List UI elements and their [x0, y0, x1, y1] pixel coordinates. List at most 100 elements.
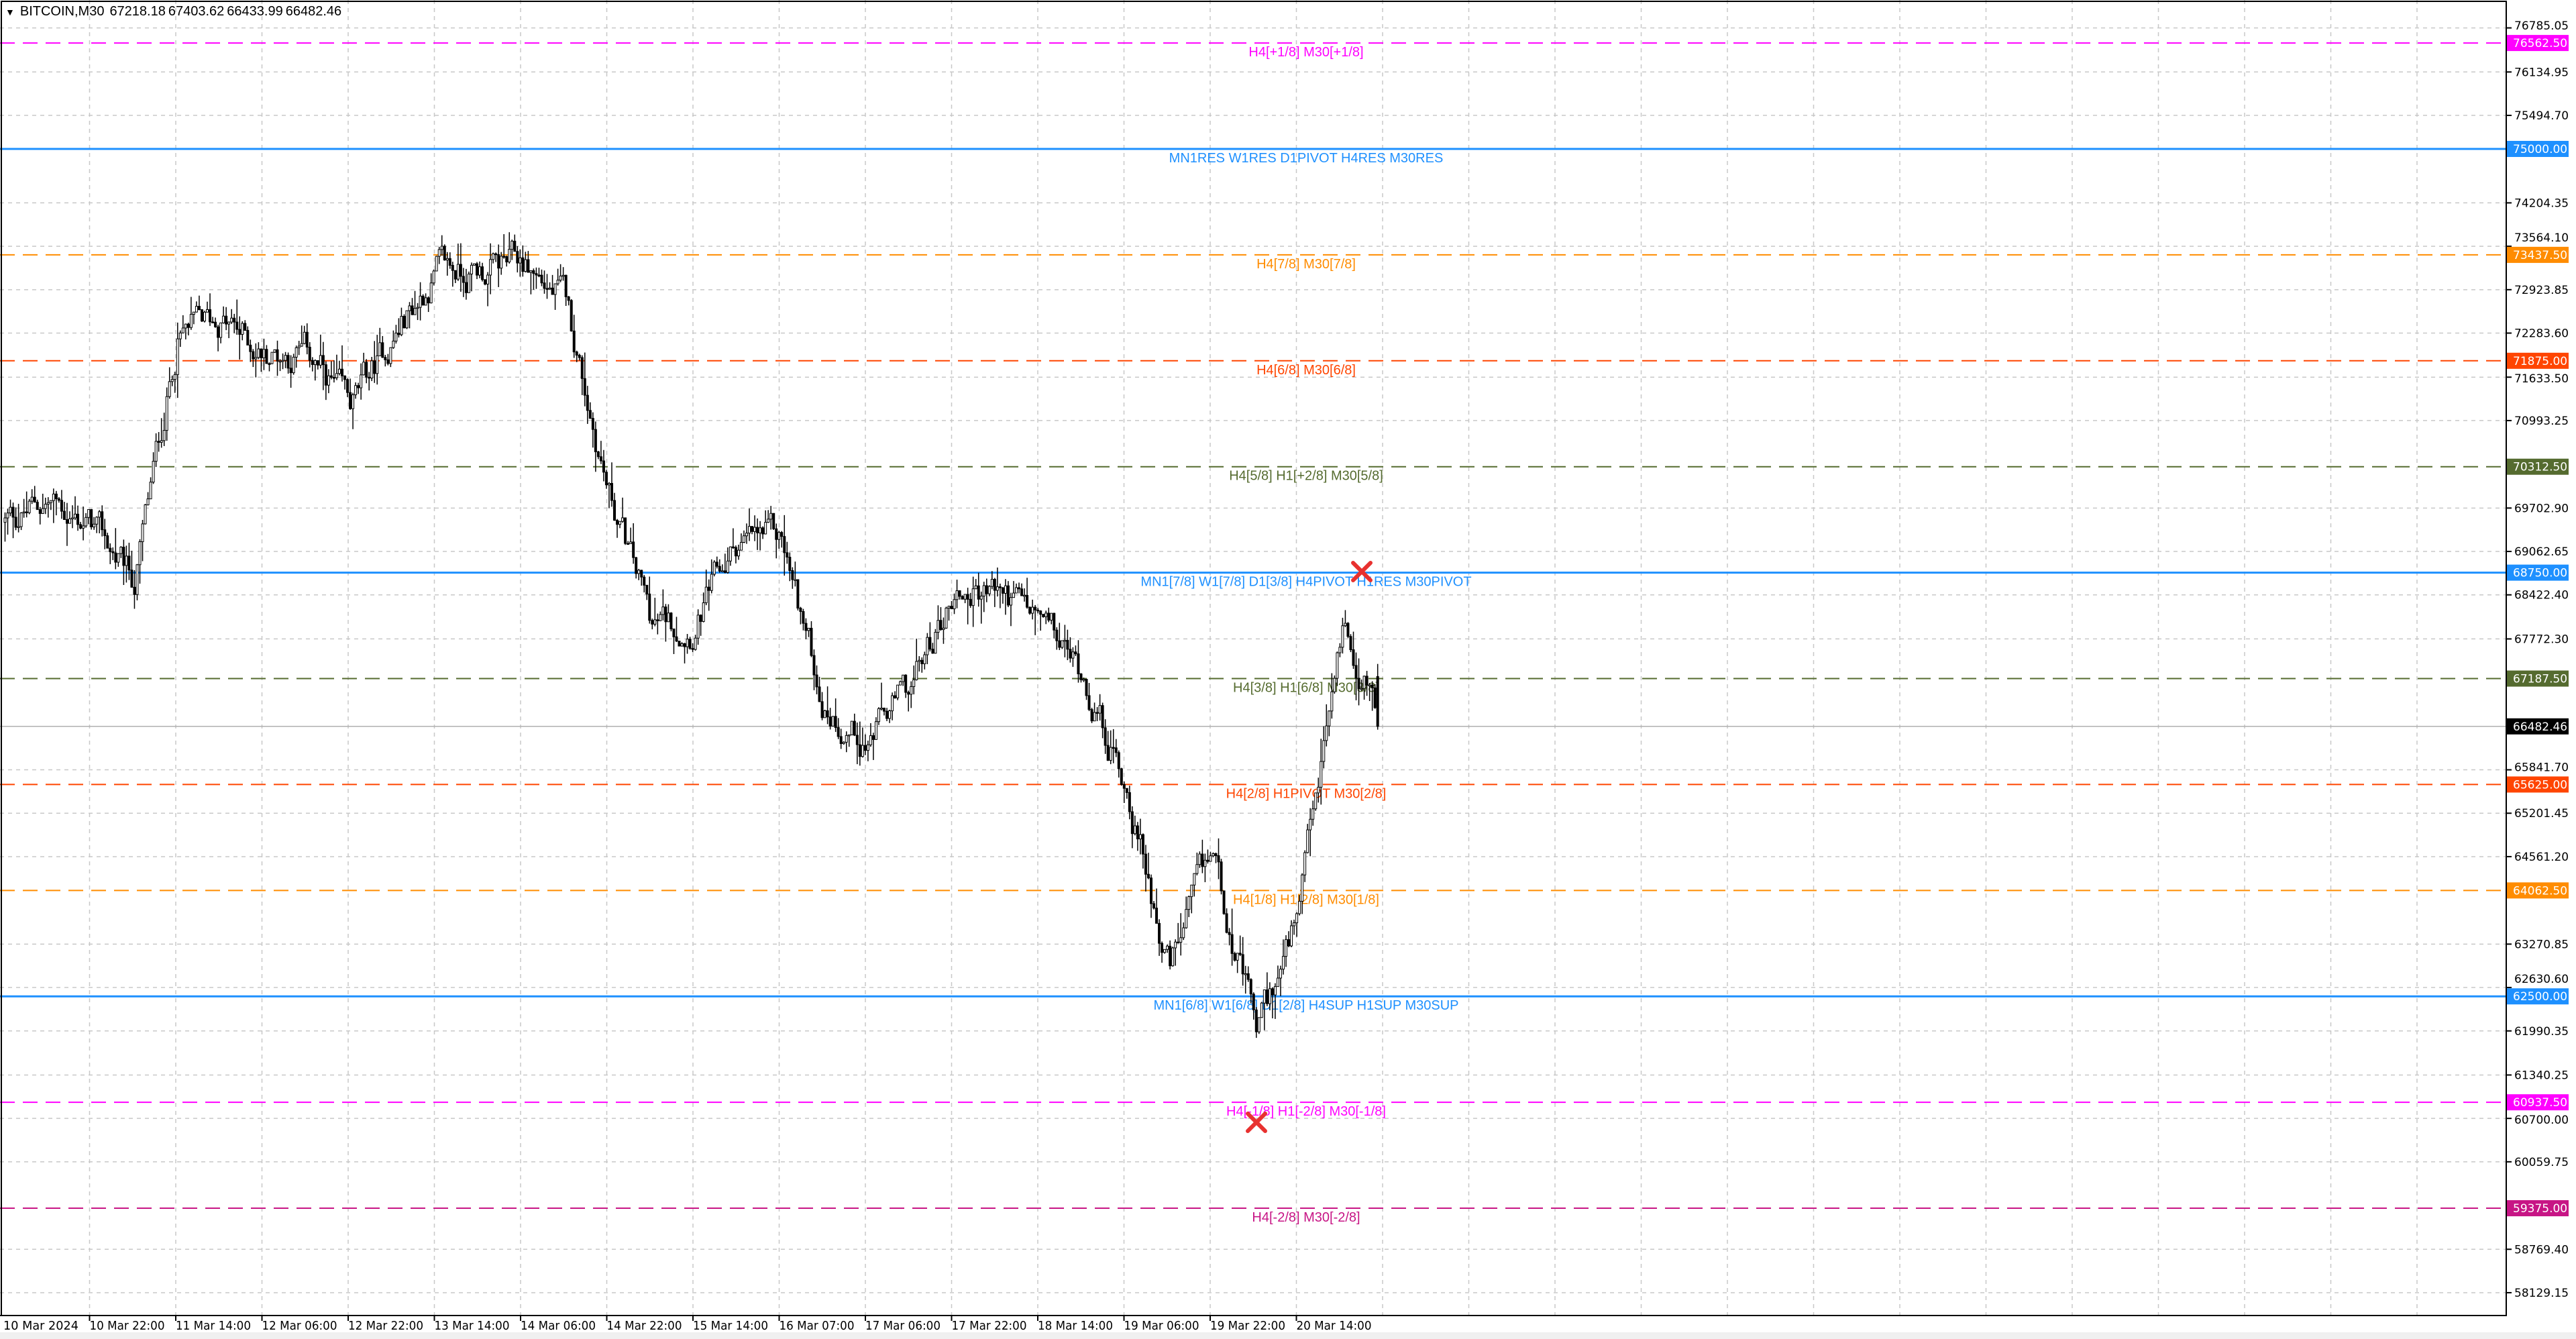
- candle-bearish: [1346, 623, 1350, 637]
- candle-bearish: [931, 649, 934, 654]
- candle-bearish: [928, 637, 932, 650]
- candle-bearish: [1125, 788, 1128, 793]
- candle-bearish: [834, 716, 837, 729]
- candle-bearish: [289, 368, 292, 374]
- price-level-badge-label: 60937.50: [2513, 1096, 2567, 1110]
- current-price-badge: [2507, 718, 2569, 735]
- candle-bullish: [1109, 747, 1112, 761]
- price-level-badge: [2507, 1094, 2569, 1111]
- time-tick-label: 10 Mar 22:00: [90, 1319, 165, 1333]
- candle-bullish: [556, 280, 559, 284]
- candle-bearish: [324, 364, 327, 386]
- candle-bearish: [481, 266, 484, 280]
- candle-bearish: [863, 745, 867, 751]
- candle-bearish: [1058, 640, 1061, 648]
- candle-bearish: [675, 636, 678, 642]
- candle-bearish: [812, 655, 816, 676]
- candle-bearish: [545, 288, 549, 290]
- candle-bullish: [1273, 986, 1277, 996]
- candle-bearish: [669, 612, 673, 630]
- candle-bullish: [667, 612, 670, 623]
- candle-bullish: [850, 720, 853, 735]
- candle-bullish: [1023, 594, 1026, 597]
- candle-bearish: [502, 256, 506, 258]
- candle-bearish: [1104, 727, 1107, 746]
- candle-bearish: [828, 716, 832, 727]
- candle-bullish: [165, 396, 168, 431]
- candle-bearish: [65, 519, 68, 524]
- candle-bullish: [44, 504, 47, 509]
- candle-bearish: [186, 323, 190, 328]
- candle-bullish: [98, 511, 101, 518]
- candle-bullish: [292, 356, 295, 374]
- candle-bearish: [640, 570, 643, 578]
- candle-bullish: [46, 502, 50, 505]
- candle-bearish: [427, 297, 430, 304]
- x-mark-icon: [1351, 561, 1373, 582]
- time-tick-label: 14 Mar 06:00: [521, 1319, 596, 1333]
- candle-bearish: [818, 686, 821, 702]
- candle-bearish: [1146, 873, 1150, 879]
- candle-bearish: [1053, 612, 1056, 631]
- time-tick-label: 18 Mar 14:00: [1038, 1319, 1113, 1333]
- time-tick-label: 16 Mar 07:00: [780, 1319, 855, 1333]
- candle-bullish: [511, 240, 514, 250]
- price-tick-label: 58769.40: [2514, 1243, 2569, 1256]
- candle-bearish: [645, 584, 649, 594]
- candle-bearish: [826, 710, 829, 718]
- symbol-label: BITCOIN,M30: [19, 4, 105, 19]
- candle-bullish: [1093, 712, 1096, 722]
- time-tick-label: 14 Mar 22:00: [607, 1319, 682, 1333]
- candle-bearish: [497, 254, 500, 269]
- candle-bullish: [745, 533, 748, 537]
- price-level-badge-label: 65625.00: [2513, 778, 2567, 792]
- price-tick-label: 61340.25: [2514, 1069, 2569, 1082]
- candle-bullish: [963, 594, 967, 600]
- candle-bullish: [1360, 688, 1363, 690]
- price-tick-label: 67772.30: [2514, 633, 2569, 646]
- candle-bearish: [643, 576, 646, 586]
- candle-bullish: [1063, 639, 1067, 642]
- candle-bullish: [352, 394, 355, 409]
- candle-bearish: [349, 392, 352, 409]
- candle-bullish: [162, 430, 166, 441]
- candle-bearish: [1376, 676, 1379, 727]
- candle-bullish: [847, 734, 851, 737]
- candle-bearish: [332, 377, 335, 379]
- candle-bullish: [1004, 585, 1007, 594]
- candle-bearish: [33, 496, 36, 503]
- price-tick-label: 60059.75: [2514, 1156, 2569, 1169]
- candle-bullish: [195, 306, 198, 313]
- candle-bullish: [621, 517, 625, 522]
- candle-bearish: [451, 265, 454, 271]
- candle-bullish: [319, 355, 322, 366]
- candle-bullish: [753, 527, 757, 532]
- candle-bullish: [1244, 973, 1247, 975]
- candle-bearish: [1254, 1009, 1258, 1032]
- candle-bullish: [30, 496, 34, 502]
- candle-bullish: [971, 588, 975, 606]
- candle-bullish: [337, 368, 341, 374]
- time-tick-label: 19 Mar 06:00: [1124, 1319, 1199, 1333]
- candle-bearish: [1106, 745, 1110, 761]
- candle-bullish: [203, 311, 206, 322]
- candle-bullish: [1138, 834, 1142, 840]
- candle-bullish: [378, 342, 382, 356]
- candle-bullish: [1257, 1017, 1260, 1032]
- triangle-down-icon[interactable]: ▼: [5, 6, 15, 17]
- candle-bullish: [1098, 705, 1102, 714]
- candle-bullish: [1320, 761, 1323, 788]
- candle-bearish: [1158, 922, 1161, 944]
- candle-bearish: [588, 410, 592, 419]
- candle-bullish: [68, 518, 71, 524]
- candle-bullish: [472, 263, 476, 266]
- candle-bearish: [211, 321, 215, 323]
- candle-bearish: [1241, 954, 1244, 975]
- candle-bearish: [691, 648, 694, 650]
- candle-bullish: [1285, 939, 1287, 957]
- candle-bearish: [1271, 988, 1274, 996]
- candle-bullish: [1193, 873, 1196, 886]
- time-tick-label: 10 Mar 2024: [3, 1319, 78, 1333]
- candle-bullish: [739, 541, 743, 551]
